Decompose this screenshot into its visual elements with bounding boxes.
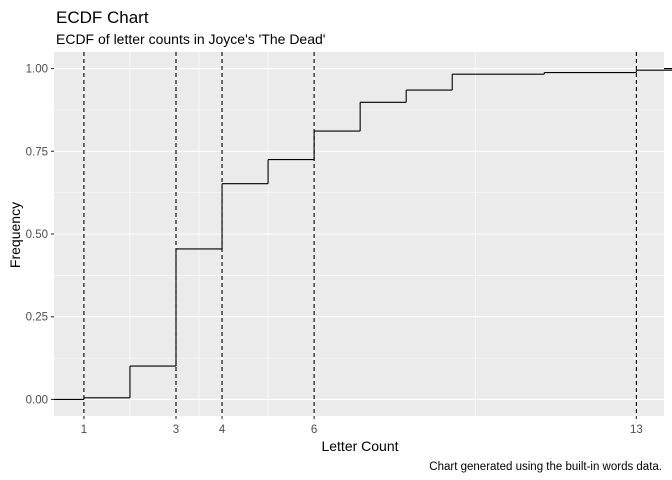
y-tick-label: 0.25 bbox=[26, 312, 48, 324]
y-tick-label: 0.75 bbox=[26, 146, 48, 158]
x-tick-label: 4 bbox=[219, 424, 226, 436]
y-tick-label: 0.00 bbox=[26, 394, 48, 406]
chart-title: ECDF Chart bbox=[56, 8, 149, 27]
reference-lines bbox=[83, 52, 637, 416]
y-tick-label: 0.50 bbox=[26, 229, 48, 241]
y-tick-label: 1.00 bbox=[26, 64, 48, 76]
chart-caption: Chart generated using the built-in words… bbox=[429, 461, 662, 473]
x-tick-label: 6 bbox=[311, 424, 317, 436]
x-tick-label: 3 bbox=[173, 424, 179, 436]
x-axis-ticks: 1 3 4 6 13 bbox=[81, 416, 643, 436]
x-tick-label: 13 bbox=[630, 424, 643, 436]
y-axis-label: Frequency bbox=[7, 202, 23, 268]
x-tick-label: 1 bbox=[81, 424, 87, 436]
chart-subtitle: ECDF of letter counts in Joyce's 'The De… bbox=[56, 31, 325, 47]
x-axis-label: Letter Count bbox=[321, 438, 398, 454]
y-axis-ticks: 0.00 0.25 0.50 0.75 1.00 bbox=[26, 64, 54, 406]
